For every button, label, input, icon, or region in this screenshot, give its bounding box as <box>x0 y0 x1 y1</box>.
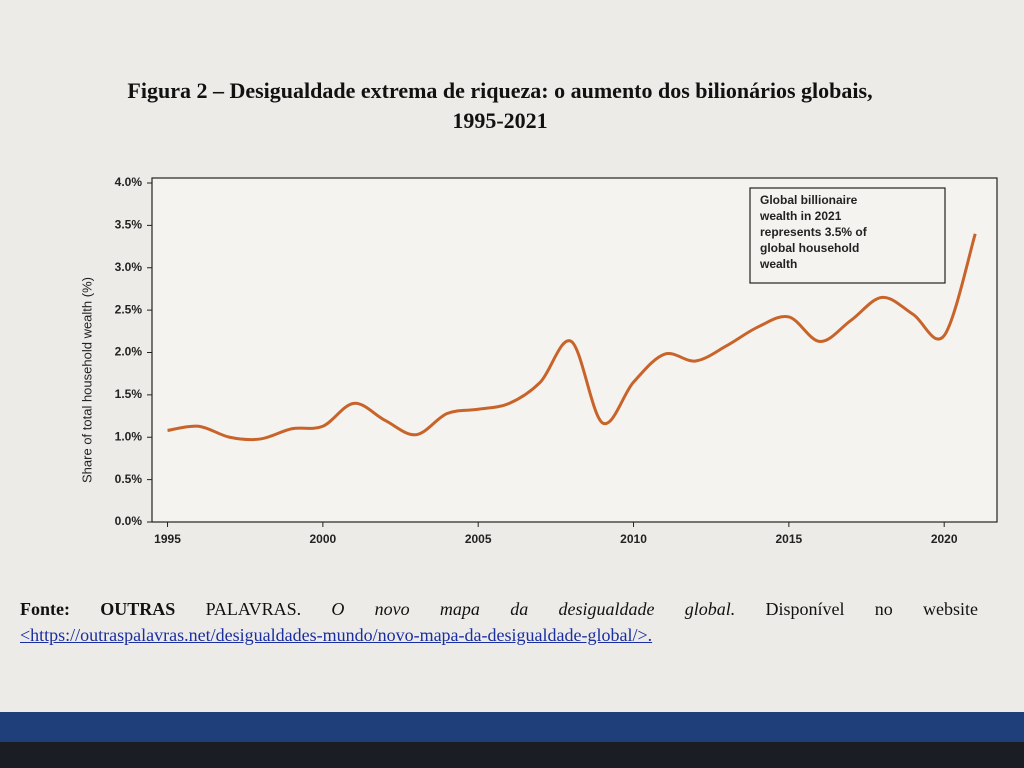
x-tick-label: 2015 <box>776 532 803 546</box>
document-page: Figura 2 – Desigualdade extrema de rique… <box>20 76 998 648</box>
figure-caption: Figura 2 – Desigualdade extrema de rique… <box>40 76 960 136</box>
y-tick-label: 3.5% <box>115 218 143 232</box>
caption-line: Figura 2 – Desigualdade extrema de rique… <box>127 78 873 103</box>
data-line <box>167 233 977 442</box>
source-author: PALAVRAS. <box>205 599 302 619</box>
source-link[interactable]: <https://outraspalavras.net/desigualdade… <box>20 625 653 645</box>
y-tick-label: 1.5% <box>115 387 143 401</box>
annotation-text: Global billionaire <box>760 193 858 207</box>
annotation-text: global household <box>760 241 859 255</box>
y-tick-label: 0.0% <box>115 514 143 528</box>
taskbar <box>0 712 1024 768</box>
source-work: O novo mapa da desigualdade global. <box>331 599 736 619</box>
annotation-box <box>749 187 946 284</box>
source-text: Disponível no website <box>765 599 979 619</box>
x-tick-label: 2000 <box>310 532 337 546</box>
x-tick-label: 1995 <box>154 532 181 546</box>
x-tick-label: 2005 <box>465 532 492 546</box>
source-note: Fonte: OUTRAS PALAVRAS. O novo mapa da d… <box>20 596 978 648</box>
annotation-text: represents 3.5% of <box>760 225 868 239</box>
source-author: OUTRAS <box>100 599 176 619</box>
y-tick-label: 2.0% <box>115 345 143 359</box>
x-tick-label: 2010 <box>620 532 647 546</box>
caption-line: 1995-2021 <box>452 108 548 133</box>
x-tick-label: 2020 <box>931 532 958 546</box>
y-axis-title: Share of total household wealth (%) <box>79 277 94 483</box>
y-tick-label: 0.5% <box>115 472 143 486</box>
annotation-text: wealth in 2021 <box>759 209 842 223</box>
y-tick-label: 1.0% <box>115 429 143 443</box>
chart: Share of total household wealth (%) 0.0%… <box>79 175 998 546</box>
annotation-text: wealth <box>759 257 797 271</box>
y-tick-label: 3.0% <box>115 260 143 274</box>
y-tick-label: 4.0% <box>115 175 143 189</box>
source-label: Fonte: <box>20 599 70 619</box>
y-tick-label: 2.5% <box>115 302 143 316</box>
